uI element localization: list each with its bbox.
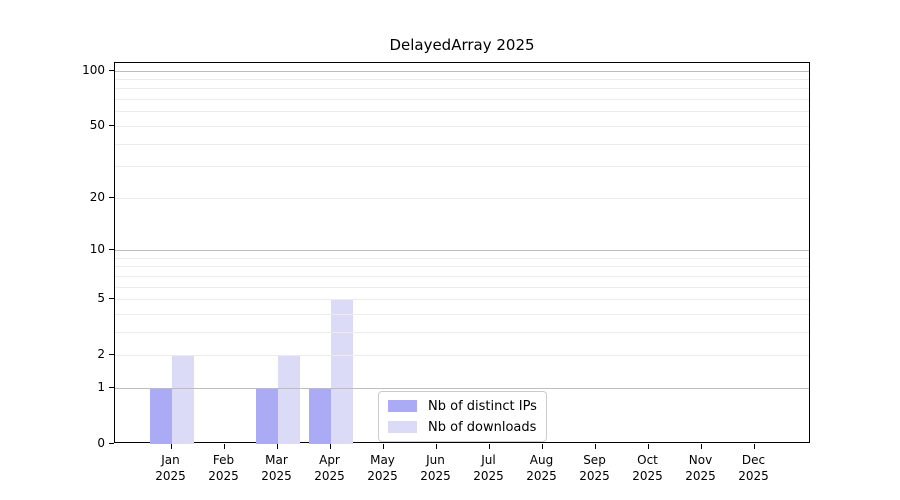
y-tick-label: 5	[97, 291, 105, 306]
y-tick	[109, 196, 114, 198]
x-tick-label: Aug 2025	[526, 453, 557, 483]
x-tick-label: Feb 2025	[208, 453, 239, 483]
y-tick-label: 0	[97, 436, 105, 450]
gridline	[115, 331, 809, 333]
gridline	[115, 355, 809, 357]
y-tick	[109, 124, 114, 126]
legend-label-distinct-ips: Nb of distinct IPs	[428, 398, 537, 414]
legend-item: Nb of distinct IPs	[388, 397, 537, 415]
y-tick	[109, 298, 114, 300]
x-tick	[700, 444, 702, 449]
y-tick-label: 1	[97, 379, 105, 394]
x-tick	[223, 444, 225, 449]
y-tick-label: 100	[82, 62, 105, 77]
gridline	[115, 143, 809, 145]
x-tick	[541, 444, 543, 449]
x-tick-label: Mar 2025	[261, 453, 292, 483]
gridline	[115, 88, 809, 90]
gridline	[115, 99, 809, 101]
gridline	[115, 197, 809, 199]
legend-swatch-distinct-ips	[388, 400, 417, 412]
x-tick-label: Jul 2025	[473, 453, 504, 483]
x-tick	[753, 444, 755, 449]
gridline	[115, 70, 809, 72]
bar-distinct-ips-jan	[149, 387, 172, 444]
x-tick-label: May 2025	[367, 453, 398, 483]
bar-downloads-mar	[277, 355, 300, 444]
y-tick	[109, 443, 114, 444]
gridline	[115, 299, 809, 301]
legend-item: Nb of downloads	[388, 418, 537, 436]
y-tick	[109, 69, 114, 71]
gridline	[115, 313, 809, 315]
x-tick	[170, 444, 172, 449]
y-tick-label: 2	[97, 347, 105, 362]
chart-title: DelayedArray 2025	[389, 36, 535, 54]
gridline	[115, 250, 809, 251]
x-tick	[329, 444, 331, 449]
x-tick-label: Sep 2025	[579, 453, 610, 483]
legend-label-downloads: Nb of downloads	[428, 419, 537, 435]
x-tick	[488, 444, 490, 449]
gridline	[115, 257, 809, 259]
x-tick	[435, 444, 437, 449]
bar-distinct-ips-apr	[308, 387, 331, 444]
gridline	[115, 166, 809, 168]
gridline	[115, 286, 809, 288]
x-tick	[647, 444, 649, 449]
x-tick-label: Jun 2025	[420, 453, 451, 483]
grid-layer	[115, 63, 809, 442]
x-tick	[276, 444, 278, 449]
x-tick-label: Dec 2025	[738, 453, 769, 483]
legend-swatch-downloads	[388, 421, 417, 433]
y-tick-label: 50	[89, 117, 105, 132]
bars-layer	[115, 63, 809, 444]
x-tick-label: Apr 2025	[314, 453, 345, 483]
bar-distinct-ips-mar	[255, 387, 278, 444]
gridline	[115, 125, 809, 127]
y-tick-label: 10	[89, 242, 105, 256]
bar-downloads-apr	[330, 299, 353, 444]
bar-downloads-jan	[171, 355, 194, 444]
y-tick	[109, 354, 114, 356]
gridline	[115, 266, 809, 268]
x-tick-label: Nov 2025	[685, 453, 716, 483]
gridline	[115, 387, 809, 389]
x-tick-label: Jan 2025	[155, 453, 186, 483]
gridline	[115, 79, 809, 81]
y-tick	[109, 249, 114, 250]
x-tick-label: Oct 2025	[632, 453, 663, 483]
gridline	[115, 111, 809, 113]
x-tick	[594, 444, 596, 449]
y-tick-label: 20	[89, 189, 105, 204]
legend: Nb of distinct IPs Nb of downloads	[378, 391, 547, 442]
plot-area	[114, 62, 810, 444]
gridline	[115, 275, 809, 277]
x-tick	[382, 444, 384, 449]
y-tick	[109, 386, 114, 388]
